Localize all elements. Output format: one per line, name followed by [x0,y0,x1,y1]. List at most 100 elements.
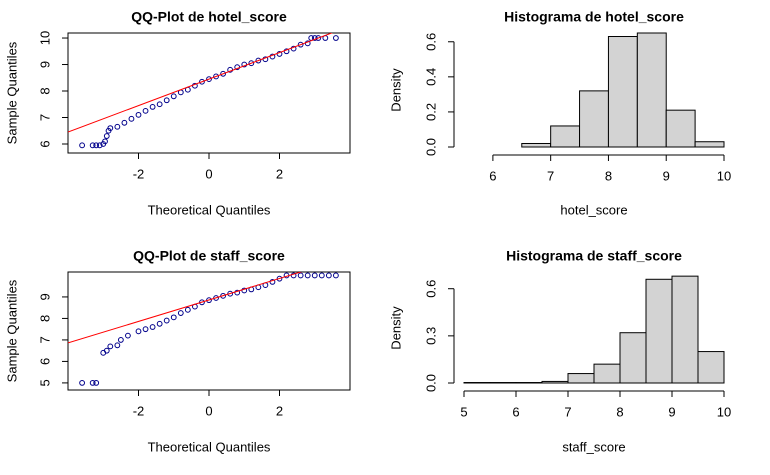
point [114,123,121,130]
x-tick-label: -2 [133,166,145,181]
point [114,342,121,349]
point [163,97,170,104]
y-axis-label: Sample Quantiles [4,279,19,382]
point [184,306,191,313]
panel: QQ-Plot de hotel_score Theoretical Quanti… [4,9,351,217]
bar [593,363,621,384]
point [142,107,149,114]
point [156,320,163,327]
point [269,278,276,285]
bar [567,373,595,384]
y-tick-label: 0.4 [423,68,438,86]
x-tick-label: 10 [717,404,731,419]
x-tick-label: 5 [460,404,467,419]
point [318,272,325,279]
bar [579,90,609,148]
point [156,101,163,108]
x-tick-label: 0 [205,166,212,181]
y-tick-label: 0.6 [423,33,438,51]
x-tick-label: 6 [512,404,519,419]
point [117,337,124,343]
point [241,287,248,294]
point [93,380,100,386]
x-tick-label: 9 [663,168,670,183]
y-axis-label: Density [388,68,403,112]
y-tick-label: 9 [37,61,52,68]
y-tick-label: 0.6 [423,280,438,298]
point [103,133,110,139]
bar [697,351,725,384]
point [311,272,318,279]
point [170,314,177,321]
chart-title: QQ-Plot de staff_score [133,248,285,264]
x-axis-label: Theoretical Quantiles [148,202,271,217]
x-tick-label: 8 [616,404,623,419]
y-tick-label: 6 [37,140,52,147]
point [163,317,170,324]
y-tick-label: 9 [37,293,52,300]
y-tick-label: 8 [37,315,52,322]
x-tick-label: -2 [133,403,145,418]
point [135,111,142,118]
point [333,272,339,279]
point [325,272,332,279]
x-tick-label: 7 [564,404,571,419]
x-tick-label: 0 [205,403,212,418]
point [107,125,114,131]
point [315,35,322,41]
x-tick-label: 9 [668,404,675,419]
point [304,272,311,279]
panel: QQ-Plot de staff_score Theoretical Quanti… [4,248,351,454]
x-tick-label: 6 [489,168,496,183]
bar [636,32,667,148]
panel: Histograma de staff_score staff_score Dens… [388,248,731,455]
point [79,380,85,386]
point [89,380,96,386]
point [93,142,100,149]
bar [541,380,569,384]
point [107,343,114,350]
point [125,332,131,339]
point [177,310,184,316]
point [255,57,262,64]
point [297,41,304,48]
point [102,138,108,145]
x-tick-label: 2 [276,403,283,418]
y-tick-label: 8 [37,87,52,94]
point [121,119,128,126]
point [142,326,149,333]
y-tick-label: 0.3 [423,327,438,345]
bar [645,278,673,384]
point [297,272,304,279]
chart-title: Histograma de staff_score [506,248,682,264]
bar [694,141,725,148]
point [234,289,241,296]
point [103,347,110,354]
point [149,324,156,330]
y-tick-label: 7 [37,336,52,343]
qq-line [68,272,303,344]
bar [607,36,638,148]
point [199,78,205,85]
x-tick-label: 10 [717,168,731,183]
x-tick-label: 7 [547,168,554,183]
x-tick-label: 2 [276,166,283,181]
y-tick-label: 7 [37,114,52,121]
point [96,142,103,149]
point [333,35,339,41]
plot-box [67,271,351,391]
point [248,60,255,67]
plot-box [67,32,351,154]
x-axis-label: staff_score [562,439,625,454]
y-axis-label: Density [388,306,403,350]
y-tick-label: 0.0 [423,138,438,156]
qq-line [68,33,334,133]
y-axis-label: Sample Quantiles [4,41,19,144]
y-tick-label: 0.0 [423,374,438,392]
x-tick-label: 8 [605,168,612,183]
panel: Histograma de hotel_score hotel_score Dens… [388,9,731,218]
point [170,93,177,100]
bar [665,109,696,148]
y-tick-label: 5 [37,379,52,386]
